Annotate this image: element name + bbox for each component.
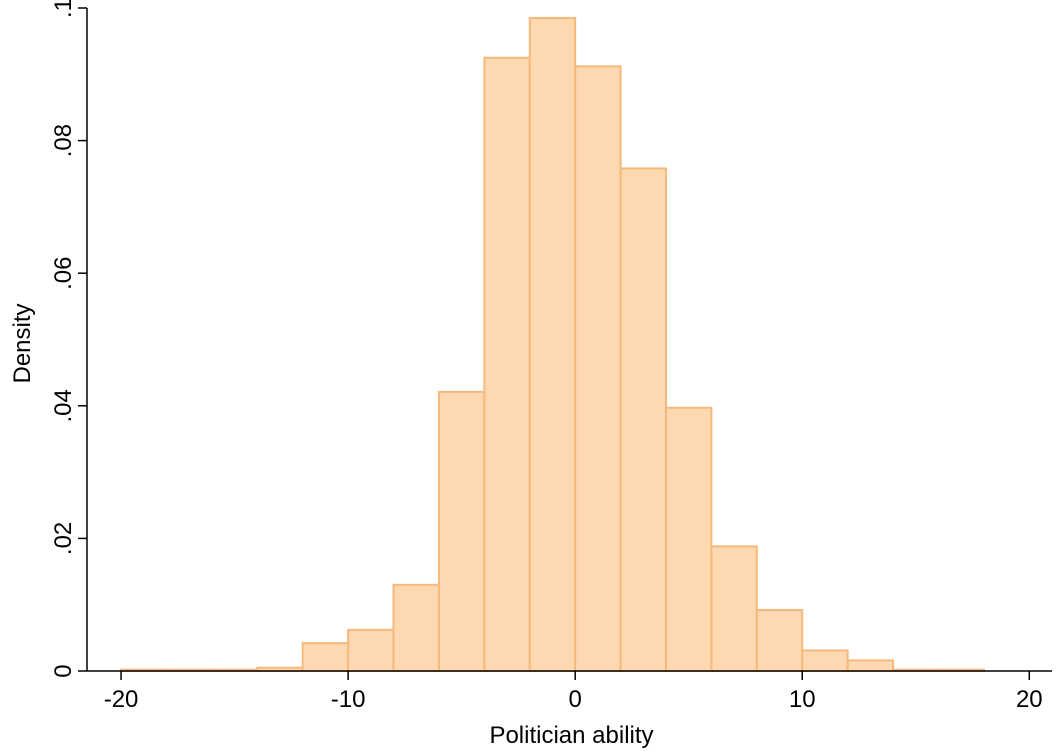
x-axis-title: Politician ability [489,722,653,749]
axes: -20 -10 0 10 20 0 .02 .04 .06 .08 .1 [50,0,1052,713]
x-tick-label-2: 0 [568,686,581,713]
x-tick-label-0: -20 [104,686,139,713]
x-tick-label-1: -10 [331,686,366,713]
y-axis-title: Density [9,303,36,383]
y-tick-label-2: .04 [50,389,77,422]
histogram-bar-14 [755,609,804,672]
histogram-bar-8 [483,56,531,673]
histogram-bar-4 [301,642,350,673]
x-axis-ticks: -20 -10 0 10 20 [104,671,1043,713]
y-tick-label-1: .02 [50,522,77,555]
histogram-bar-7 [437,390,486,672]
y-tick-label-3: .06 [50,257,77,290]
y-tick-label-5: .1 [50,0,77,18]
histogram-bar-16 [846,659,895,673]
histogram-bar-13 [710,545,758,672]
histogram-bar-5 [347,628,395,673]
histogram-bar-6 [392,583,440,672]
x-tick-label-3: 10 [789,686,816,713]
y-axis-ticks: 0 .02 .04 .06 .08 .1 [50,0,87,678]
y-tick-label-0: 0 [50,664,77,677]
histogram-bar-15 [801,649,849,673]
x-tick-label-4: 20 [1016,686,1043,713]
histogram-bars [120,16,985,673]
histogram-bar-9 [528,16,577,672]
histogram-bar-11 [619,167,668,672]
histogram-bar-12 [665,406,713,672]
histogram-bar-10 [574,65,622,672]
y-tick-label-4: .08 [50,124,77,157]
